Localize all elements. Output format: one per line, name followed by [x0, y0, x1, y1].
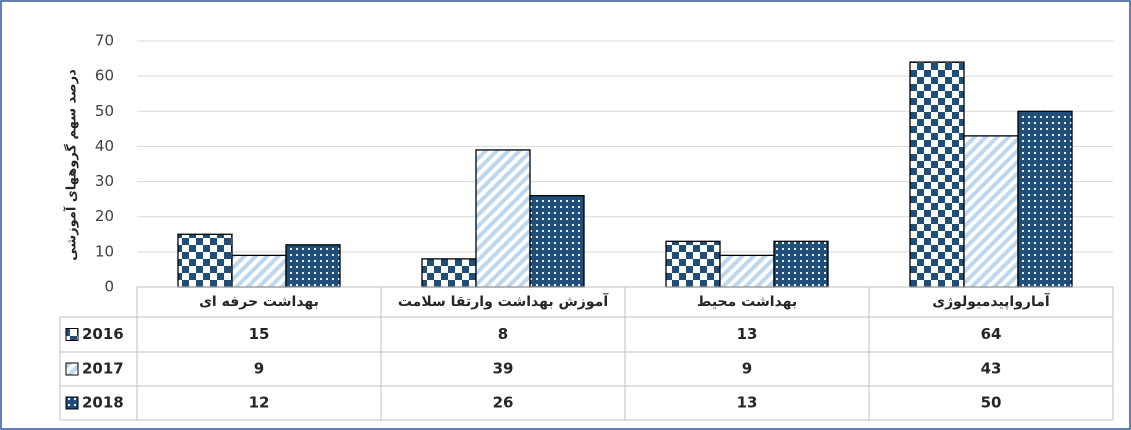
bar: [285, 244, 341, 288]
legend-key: [65, 362, 79, 376]
bar: [475, 149, 531, 288]
legend-key: [65, 328, 79, 341]
y-tick-label: 30: [95, 172, 114, 190]
table-value: 64: [981, 325, 1002, 343]
bar: [773, 240, 829, 288]
bar: [177, 233, 233, 288]
x-tick-label: بهداشت حرفه ای: [199, 294, 319, 310]
table-value: 43: [981, 360, 1002, 378]
table-value: 39: [493, 360, 514, 378]
legend-key: [65, 396, 79, 410]
table-value: 12: [249, 394, 270, 412]
y-axis-title: درصد سهم گروههای آموزشی: [63, 69, 80, 261]
bar: [421, 258, 477, 288]
x-tick-label: آموزش بهداشت وارتقا سلامت: [398, 292, 609, 310]
y-tick-label: 0: [104, 278, 114, 296]
x-tick-label: بهداشت محیط: [697, 294, 797, 310]
table-value: 50: [981, 394, 1002, 412]
y-tick-label: 50: [95, 102, 114, 120]
y-tick-label: 20: [95, 207, 114, 225]
bar: [1017, 110, 1073, 288]
bar: [963, 135, 1019, 288]
table-value: 13: [737, 394, 758, 412]
table-value: 8: [498, 325, 508, 343]
x-tick-label: آمارواپیدمیولوژی: [932, 292, 1051, 310]
table-value: 13: [737, 325, 758, 343]
legend-label: 2018: [82, 394, 124, 412]
table-value: 9: [742, 360, 752, 378]
bar: [719, 254, 775, 288]
y-tick-label: 40: [95, 137, 114, 155]
table-value: 9: [254, 360, 264, 378]
y-tick-label: 60: [95, 67, 114, 85]
bar: [529, 194, 585, 288]
legend-label: 2017: [82, 360, 124, 378]
table-value: 15: [249, 325, 270, 343]
bar: [231, 254, 287, 288]
bar: [909, 61, 965, 288]
y-tick-label: 70: [95, 32, 114, 50]
table-value: 26: [493, 394, 514, 412]
bar: [665, 240, 721, 288]
legend-label: 2016: [82, 325, 124, 343]
y-tick-label: 10: [95, 242, 114, 260]
